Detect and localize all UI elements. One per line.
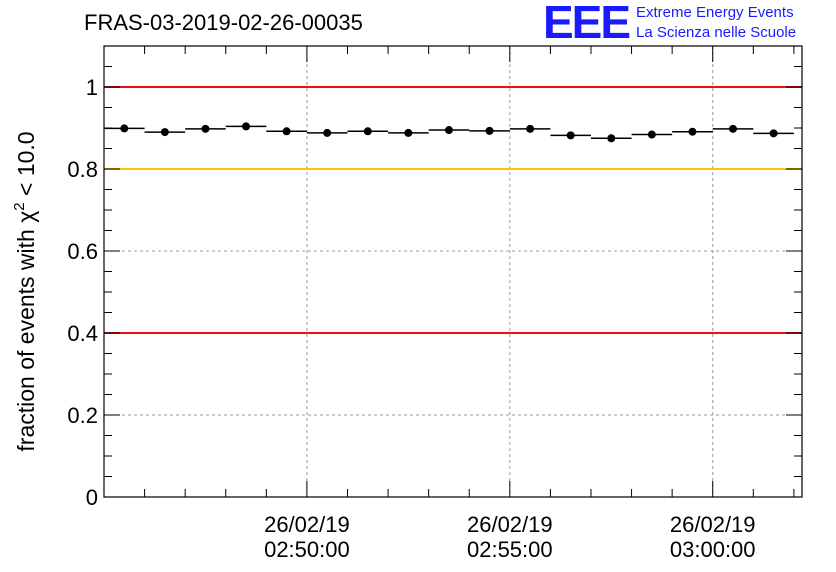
data-point	[323, 128, 332, 137]
plot-frame	[103, 45, 803, 498]
data-point	[160, 128, 169, 137]
grid-lines	[104, 46, 802, 498]
data-point	[404, 128, 413, 137]
chart-title: FRAS-03-2019-02-26-00035	[84, 10, 363, 35]
reference-lines	[104, 86, 802, 334]
eee-logo: EEE Extreme Energy Events La Scienza nel…	[543, 0, 833, 48]
data-point	[485, 126, 494, 135]
y-axis-label-main: fraction of events with χ	[13, 211, 39, 452]
data-point	[607, 134, 616, 143]
data-point	[363, 127, 372, 136]
data-point	[566, 131, 575, 140]
logo-tagline-2: La Scienza nelle Scuole	[636, 24, 797, 41]
logo-tagline-1: Extreme Energy Events	[636, 4, 794, 21]
data-point	[729, 124, 738, 133]
data-point	[444, 126, 453, 135]
data-point	[201, 124, 210, 133]
eee-logo-mark: EEE	[543, 0, 631, 48]
x-tick-label-date: 26/02/19	[670, 512, 756, 537]
y-axis-label: fraction of events with χ2 < 10.0	[11, 131, 39, 451]
y-tick-label: 0.2	[67, 403, 98, 428]
x-tick-label-date: 26/02/19	[467, 512, 553, 537]
y-tick-label: 0.4	[67, 321, 98, 346]
axis-ticks	[103, 45, 802, 498]
data-point	[769, 129, 778, 138]
data-point	[526, 124, 535, 133]
data-series	[104, 122, 794, 143]
y-tick-label: 1	[86, 75, 98, 100]
axis-labels: 00.20.40.60.8126/02/1902:50:0026/02/1902…	[67, 75, 755, 562]
y-axis-label-superscript: 2	[11, 202, 28, 210]
y-tick-label: 0.8	[67, 157, 98, 182]
x-tick-label-date: 26/02/19	[264, 512, 350, 537]
y-tick-label: 0	[86, 485, 98, 510]
y-axis-label-tail: < 10.0	[13, 131, 39, 202]
data-point	[647, 130, 656, 139]
data-point	[242, 122, 251, 131]
data-point	[688, 127, 697, 136]
y-tick-label: 0.6	[67, 239, 98, 264]
data-point	[120, 124, 129, 133]
x-tick-label-time: 02:50:00	[264, 537, 350, 562]
x-tick-label-time: 03:00:00	[670, 537, 756, 562]
data-point	[282, 127, 291, 136]
x-tick-label-time: 02:55:00	[467, 537, 553, 562]
